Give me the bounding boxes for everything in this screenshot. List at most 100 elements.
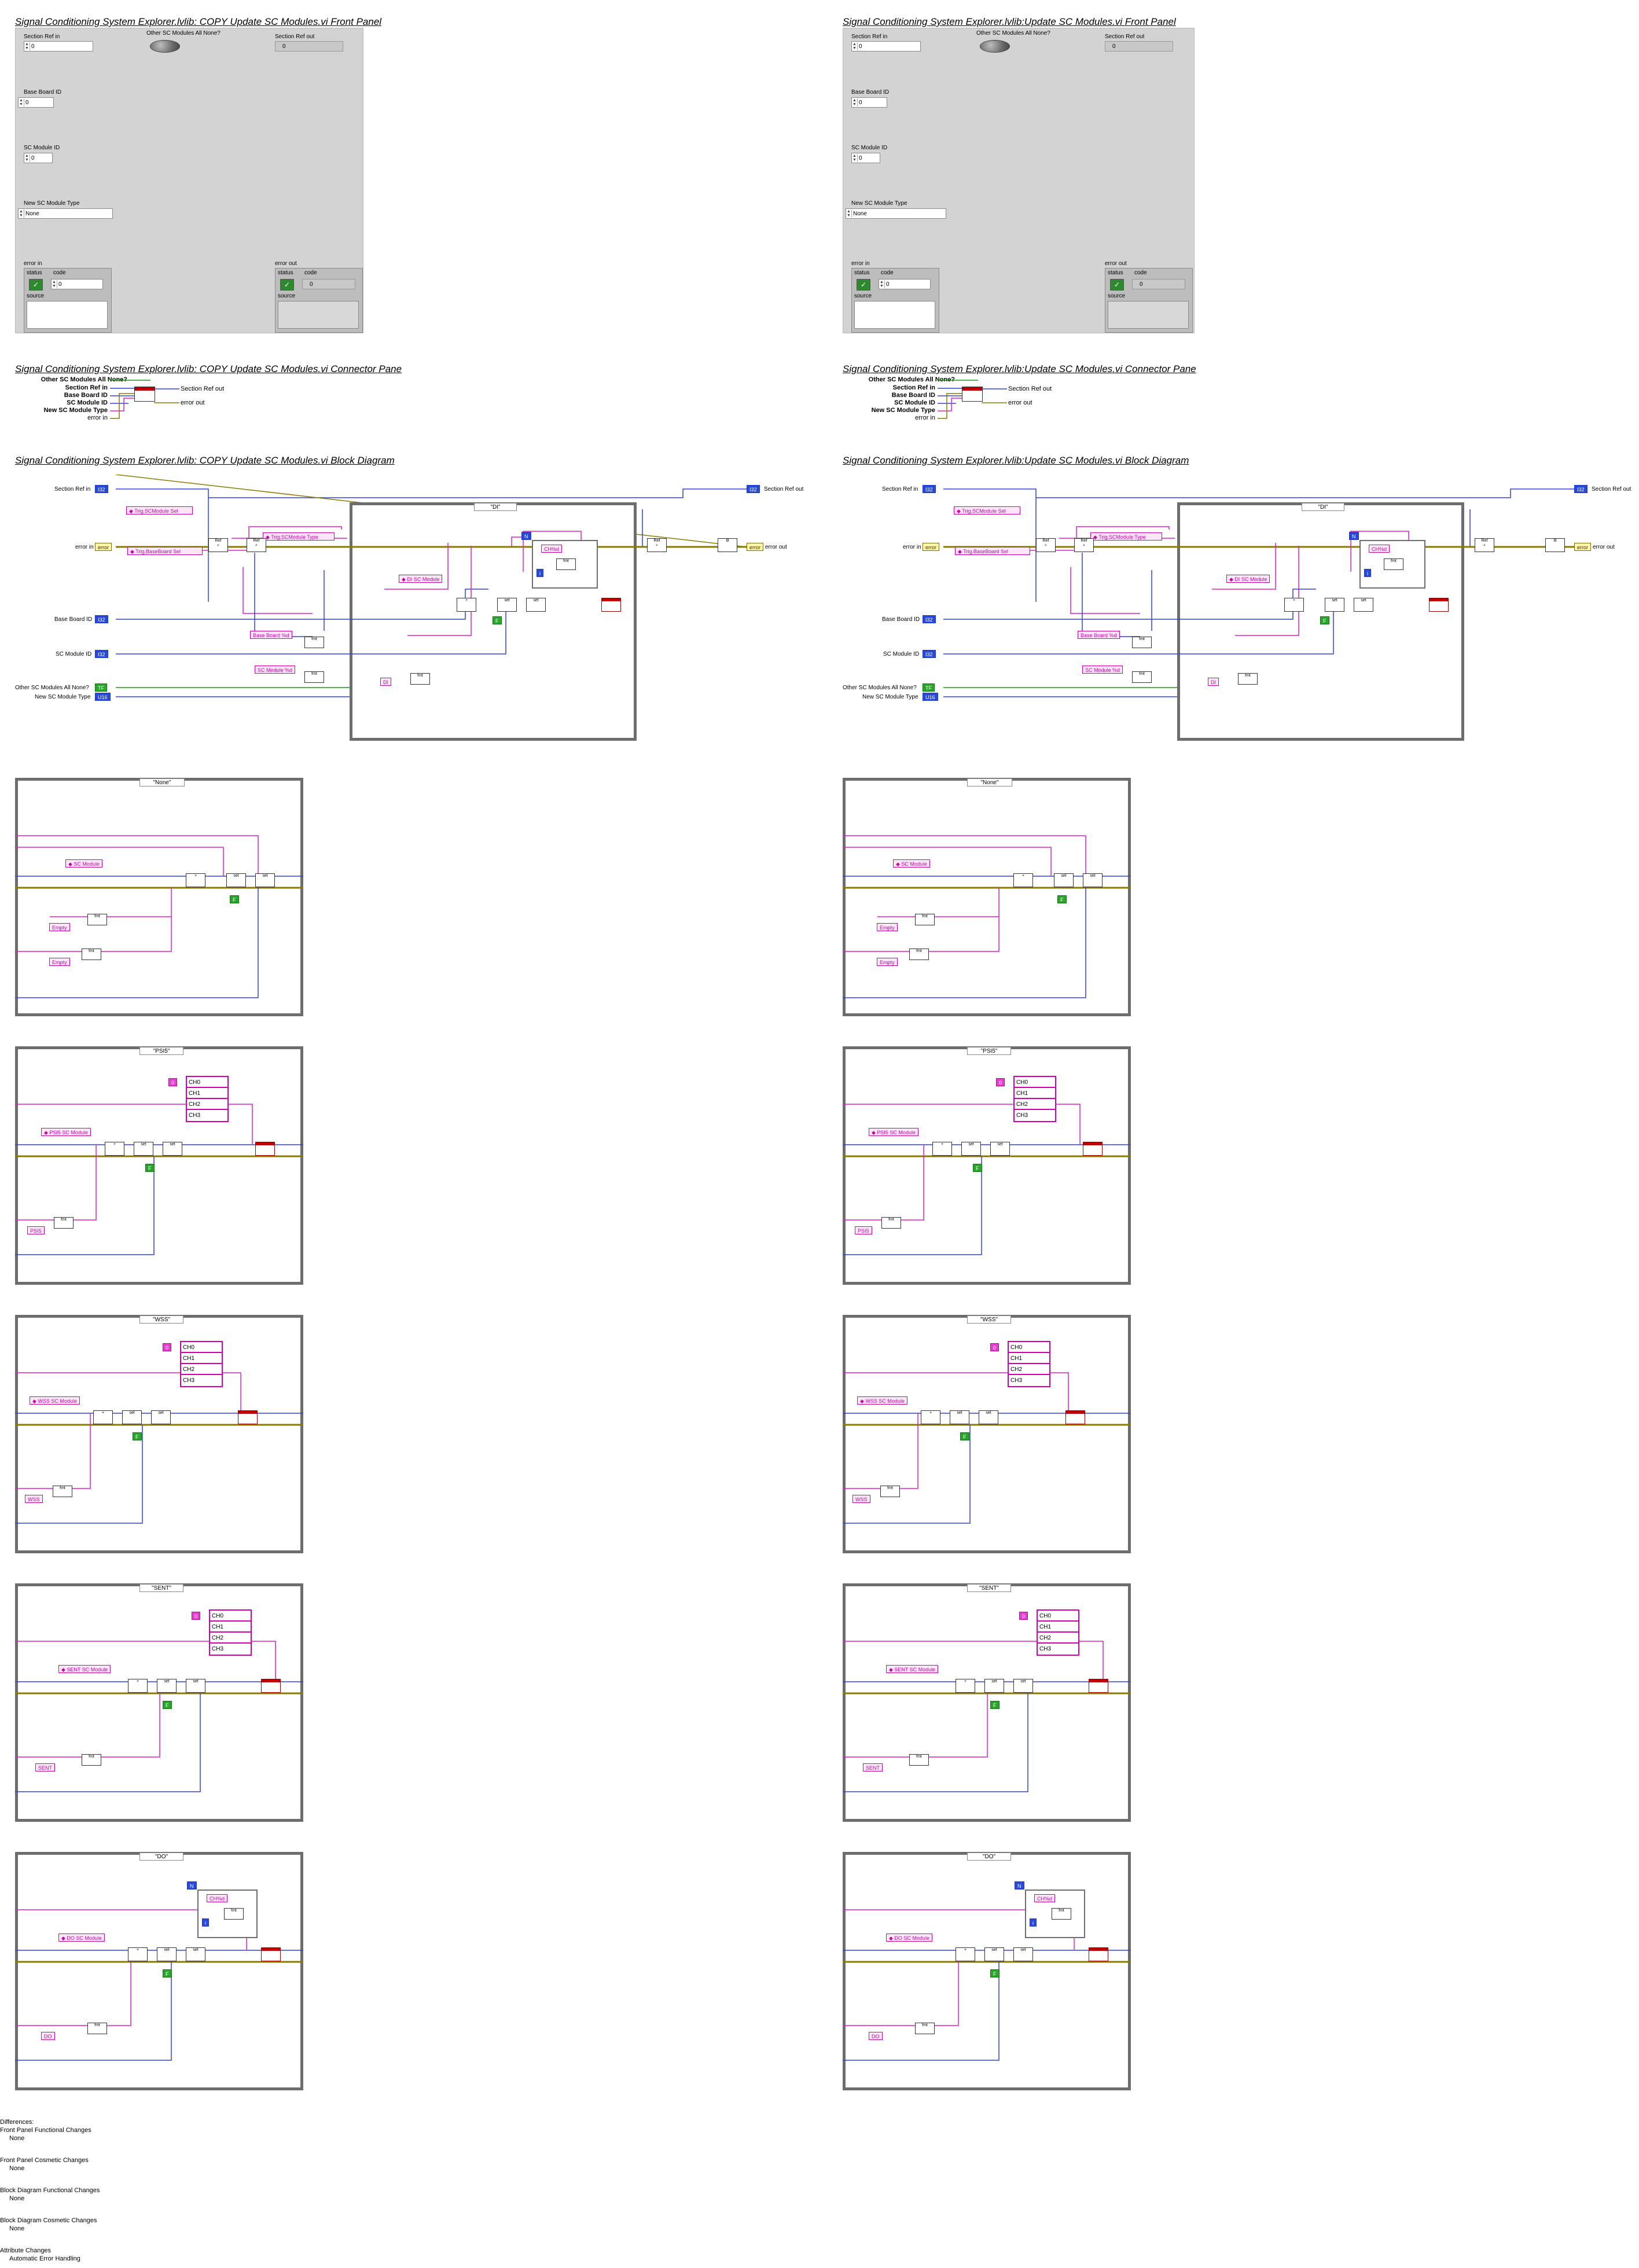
sc-module-property[interactable]: ◆ PSI5 SC Module: [869, 1128, 918, 1136]
source-field[interactable]: [854, 301, 935, 329]
subvi-node[interactable]: set: [122, 1410, 142, 1424]
property-node-2[interactable]: ◆ Trig.SCModule Sel: [126, 506, 193, 514]
error-in-terminal[interactable]: error: [923, 543, 940, 551]
format-node[interactable]: fmt: [909, 1754, 929, 1766]
subvi-node[interactable]: set: [984, 1947, 1004, 1961]
subvi-node[interactable]: set: [961, 1142, 981, 1156]
sc-module-property[interactable]: ◆ DO SC Module: [58, 1934, 105, 1942]
subvi-node[interactable]: SENT: [261, 1679, 281, 1693]
new-sc-module-type-control[interactable]: ▲ ▼ None: [18, 208, 113, 219]
subvi-node[interactable]: Ref ⌕: [247, 538, 266, 552]
subvi-node[interactable]: set: [497, 598, 517, 612]
error-out-terminal[interactable]: error: [1574, 543, 1592, 551]
sc-module-property[interactable]: ◆ SC Module: [65, 859, 102, 867]
build-node[interactable]: +: [1284, 598, 1304, 612]
sc-module-property[interactable]: ◆ WSS SC Module: [857, 1396, 907, 1405]
build-node[interactable]: +: [1013, 873, 1033, 887]
format-node[interactable]: fmt: [82, 949, 101, 960]
case-selector[interactable]: "PSI5": [967, 1047, 1011, 1055]
subvi-node[interactable]: set: [157, 1947, 177, 1961]
section-ref-out-terminal[interactable]: I32: [1574, 485, 1587, 493]
build-node[interactable]: +: [128, 1947, 148, 1961]
sc-module-property[interactable]: ◆ SENT SC Module: [886, 1665, 939, 1673]
sc-module-property[interactable]: ◆ DI SC Module: [399, 575, 443, 583]
case-selector[interactable]: "DI": [1302, 503, 1344, 511]
property-node-2[interactable]: ◆ Trig.SCModule Sel: [954, 506, 1020, 514]
build-node[interactable]: +: [186, 873, 205, 887]
case-selector[interactable]: "DO": [967, 1852, 1011, 1861]
subvi-node[interactable]: set: [979, 1410, 998, 1424]
property-node[interactable]: ◆ Trig.BaseBoard Sel: [127, 547, 203, 555]
section-ref-in-control[interactable]: ▲ ▼ 0: [851, 41, 921, 52]
build-node[interactable]: +: [956, 1947, 975, 1961]
sc-module-property[interactable]: ◆ PSI5 SC Module: [41, 1128, 91, 1136]
sc-module-property[interactable]: ◆ SC Module: [893, 859, 930, 867]
build-node[interactable]: +: [93, 1410, 113, 1424]
new-type-terminal[interactable]: U16: [95, 693, 111, 701]
subvi-node[interactable]: ⚙: [1545, 538, 1565, 552]
subvi-node[interactable]: set: [1354, 598, 1373, 612]
error-out-terminal[interactable]: error: [747, 543, 764, 551]
format-node[interactable]: fmt: [87, 2023, 107, 2034]
subvi-node[interactable]: set: [526, 598, 546, 612]
sc-module-property[interactable]: ◆ DI SC Module: [1226, 575, 1270, 583]
subvi-node[interactable]: set: [134, 1142, 153, 1156]
case-selector[interactable]: "DO": [139, 1852, 183, 1861]
format-node[interactable]: fmt: [909, 949, 929, 960]
section-ref-in-terminal[interactable]: I32: [923, 485, 936, 493]
subvi-node[interactable]: DI: [1429, 598, 1449, 612]
case-selector[interactable]: "WSS": [967, 1315, 1011, 1324]
other-terminal[interactable]: TF: [95, 683, 107, 692]
other-sc-modules-button[interactable]: [150, 40, 180, 53]
format-node[interactable]: fmt: [1132, 671, 1152, 683]
subvi-node[interactable]: DI: [601, 598, 621, 612]
format-node[interactable]: fmt: [1384, 558, 1403, 570]
sc-module-id-terminal[interactable]: I32: [95, 650, 108, 658]
subvi-node[interactable]: set: [1013, 1947, 1033, 1961]
sc-module-property[interactable]: ◆ SENT SC Module: [58, 1665, 111, 1673]
new-type-terminal[interactable]: U16: [923, 693, 938, 701]
base-board-id-terminal[interactable]: I32: [923, 615, 936, 623]
build-node[interactable]: +: [932, 1142, 952, 1156]
subvi-node[interactable]: set: [1054, 873, 1074, 887]
subvi-node[interactable]: DO: [1089, 1947, 1108, 1961]
subvi-node[interactable]: set: [984, 1679, 1004, 1693]
other-terminal[interactable]: TF: [923, 683, 935, 692]
subvi-node[interactable]: set: [163, 1142, 182, 1156]
status-check-icon[interactable]: ✓: [29, 279, 43, 291]
subvi-node[interactable]: PSI5: [1083, 1142, 1103, 1156]
subvi-node[interactable]: SENT: [1089, 1679, 1108, 1693]
section-ref-in-terminal[interactable]: I32: [95, 485, 108, 493]
format-node[interactable]: fmt: [915, 2023, 935, 2034]
sc-module-id-control[interactable]: ▲ ▼ 0: [851, 153, 880, 163]
subvi-node[interactable]: WSS: [238, 1410, 258, 1424]
subvi-node[interactable]: DO: [261, 1947, 281, 1961]
format-node[interactable]: fmt: [87, 914, 107, 925]
format-node[interactable]: fmt: [82, 1754, 101, 1766]
subvi-node[interactable]: set: [1325, 598, 1344, 612]
format-node[interactable]: fmt: [224, 1908, 244, 1920]
base-board-id-control[interactable]: ▲ ▼ 0: [18, 97, 54, 108]
subvi-node[interactable]: set: [950, 1410, 969, 1424]
sc-module-id-terminal[interactable]: I32: [923, 650, 936, 658]
error-in-terminal[interactable]: error: [95, 543, 112, 551]
code-control[interactable]: ▲ ▼ 0: [879, 279, 931, 289]
base-board-id-control[interactable]: ▲ ▼ 0: [851, 97, 887, 108]
case-selector[interactable]: "WSS": [139, 1315, 183, 1324]
format-node[interactable]: fmt: [53, 1486, 72, 1497]
subvi-node[interactable]: set: [990, 1142, 1010, 1156]
subvi-node[interactable]: set: [157, 1679, 177, 1693]
base-board-id-terminal[interactable]: I32: [95, 615, 108, 623]
property-node-3[interactable]: ◆ Trig.SCModule Type: [1090, 532, 1162, 541]
subvi-node[interactable]: set: [226, 873, 246, 887]
format-node[interactable]: fmt: [304, 671, 324, 683]
section-ref-out-terminal[interactable]: I32: [747, 485, 760, 493]
format-node[interactable]: fmt: [1052, 1908, 1071, 1920]
status-check-icon[interactable]: ✓: [857, 279, 870, 291]
subvi-node[interactable]: set: [186, 1679, 205, 1693]
subvi-node[interactable]: set: [1013, 1679, 1033, 1693]
format-node[interactable]: fmt: [556, 558, 576, 570]
property-node-3[interactable]: ◆ Trig.SCModule Type: [263, 532, 335, 541]
build-node[interactable]: +: [956, 1679, 975, 1693]
format-node[interactable]: fmt: [54, 1217, 74, 1229]
